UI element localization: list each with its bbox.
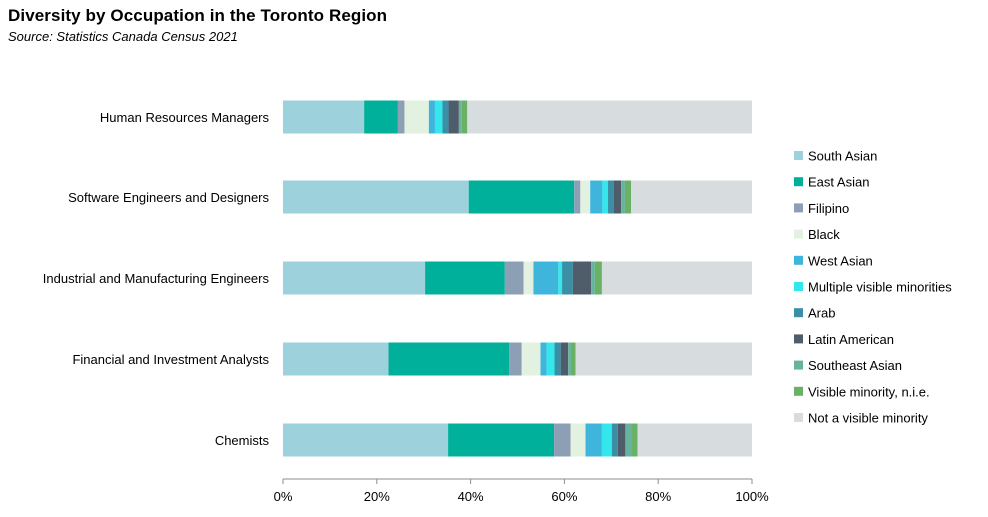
legend-swatch [794, 203, 803, 213]
bar-segment-4-11 [575, 342, 752, 376]
legend-label: Southeast Asian [808, 358, 902, 373]
category-label: Industrial and Manufacturing Engineers [43, 271, 270, 286]
legend-swatch [794, 308, 803, 318]
legend-label: Filipino [808, 201, 849, 216]
x-tick-label: 20% [364, 489, 390, 504]
bar-segment-1-3 [397, 100, 405, 134]
legend-label: Arab [808, 306, 835, 321]
bar-segment-3-5 [533, 261, 559, 295]
bar-segment-2-5 [590, 180, 603, 214]
bar-segment-1-6 [434, 100, 443, 134]
bar-segment-5-3 [554, 423, 571, 457]
legend-label: West Asian [808, 253, 873, 268]
bar-segment-3-9 [591, 261, 595, 295]
bar-segment-5-6 [601, 423, 612, 457]
bar-segment-5-1 [283, 423, 449, 457]
bar-segment-5-2 [448, 423, 555, 457]
bar-segment-1-2 [364, 100, 398, 134]
bar-segment-2-7 [608, 180, 614, 214]
bar-segment-2-4 [580, 180, 591, 214]
bar-segment-2-8 [613, 180, 622, 214]
x-tick-label: 100% [735, 489, 769, 504]
bar-segment-3-1 [283, 261, 426, 295]
bar-segment-2-10 [624, 180, 631, 214]
bars-layer [283, 100, 752, 457]
bar-segment-1-1 [283, 100, 365, 134]
bar-segment-5-5 [585, 423, 602, 457]
bar-segment-5-4 [570, 423, 586, 457]
legend-label: East Asian [808, 175, 869, 190]
bar-segment-1-9 [458, 100, 462, 134]
bar-segment-2-9 [621, 180, 625, 214]
category-labels: Human Resources Managers Software Enginee… [43, 110, 270, 448]
bar-segment-1-5 [428, 100, 435, 134]
legend-swatch [794, 229, 803, 239]
legend-swatch [794, 413, 803, 422]
bar-segment-4-7 [554, 342, 561, 376]
legend-label: South Asian [808, 149, 877, 164]
bar-segment-2-11 [631, 180, 752, 214]
x-axis: 0% 20% 40% 60% 80% 100% [274, 478, 769, 504]
legend-swatch [794, 255, 803, 265]
legend-swatch [794, 151, 803, 160]
legend-swatch [794, 282, 803, 291]
bar-segment-5-8 [617, 423, 626, 457]
legend-swatch [794, 360, 803, 370]
bar-segment-4-1 [283, 342, 389, 376]
legend-label: Latin American [808, 332, 894, 347]
bar-segment-1-10 [461, 100, 468, 134]
category-label: Financial and Investment Analysts [72, 352, 269, 367]
x-tick-label: 40% [458, 489, 484, 504]
bar-segment-4-2 [388, 342, 510, 376]
bar-segment-3-4 [523, 261, 534, 295]
legend-label: Multiple visible minorities [808, 280, 952, 295]
x-tick-label: 80% [645, 489, 671, 504]
bar-segment-3-11 [601, 261, 752, 295]
bar-segment-2-6 [602, 180, 609, 214]
bar-segment-4-10 [570, 342, 576, 376]
bar-segment-4-6 [546, 342, 555, 376]
legend-label: Black [808, 227, 840, 242]
bar-segment-3-2 [425, 261, 505, 295]
bar-segment-3-10 [594, 261, 602, 295]
legend-swatch [794, 386, 803, 396]
bar-segment-4-4 [521, 342, 541, 376]
bar-segment-4-5 [540, 342, 547, 376]
legend-label: Visible minority, n.i.e. [808, 384, 930, 399]
legend-label: Not a visible minority [808, 411, 928, 426]
legend: South Asian East Asian Filipino Black West A… [794, 149, 952, 426]
bar-segment-3-6 [558, 261, 563, 295]
chart-title: Diversity by Occupation in the Toronto R… [8, 6, 388, 25]
bar-segment-5-7 [611, 423, 618, 457]
bar-segment-5-11 [637, 423, 752, 457]
chart-subtitle: Source: Statistics Canada Census 2021 [8, 29, 238, 44]
bar-segment-4-3 [509, 342, 522, 376]
x-tick-label: 0% [274, 489, 293, 504]
bar-segment-4-9 [568, 342, 571, 376]
bar-segment-2-2 [468, 180, 575, 214]
bar-segment-5-10 [631, 423, 638, 457]
bar-segment-1-11 [467, 100, 752, 134]
category-label: Human Resources Managers [100, 110, 270, 125]
bar-segment-1-7 [442, 100, 449, 134]
bar-segment-3-7 [562, 261, 573, 295]
bar-segment-2-1 [283, 180, 469, 214]
bar-segment-1-8 [448, 100, 459, 134]
legend-swatch [794, 334, 803, 344]
bar-segment-1-4 [404, 100, 429, 134]
bar-segment-3-3 [504, 261, 524, 295]
bar-segment-4-8 [560, 342, 569, 376]
bar-segment-5-9 [625, 423, 632, 457]
legend-swatch [794, 177, 803, 187]
bar-segment-2-3 [574, 180, 581, 214]
x-tick-label: 60% [551, 489, 577, 504]
bar-segment-3-8 [572, 261, 592, 295]
category-label: Chemists [215, 433, 270, 448]
category-label: Software Engineers and Designers [68, 190, 269, 205]
